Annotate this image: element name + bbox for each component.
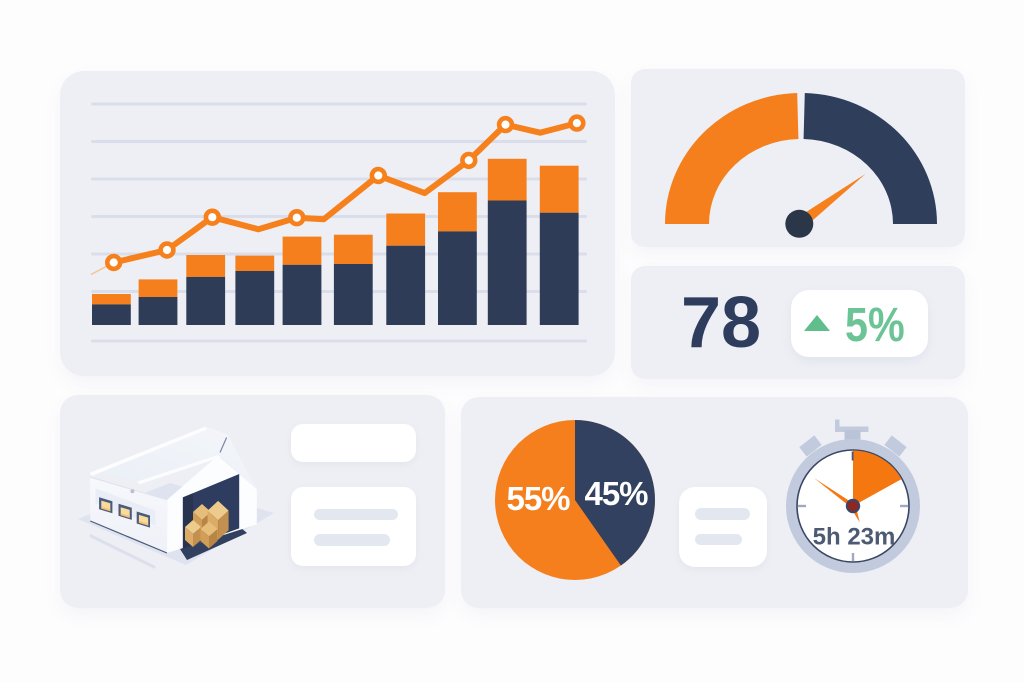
svg-text:5h 23m: 5h 23m: [813, 524, 896, 551]
svg-text:55%: 55%: [506, 480, 570, 517]
svg-text:45%: 45%: [584, 475, 648, 512]
